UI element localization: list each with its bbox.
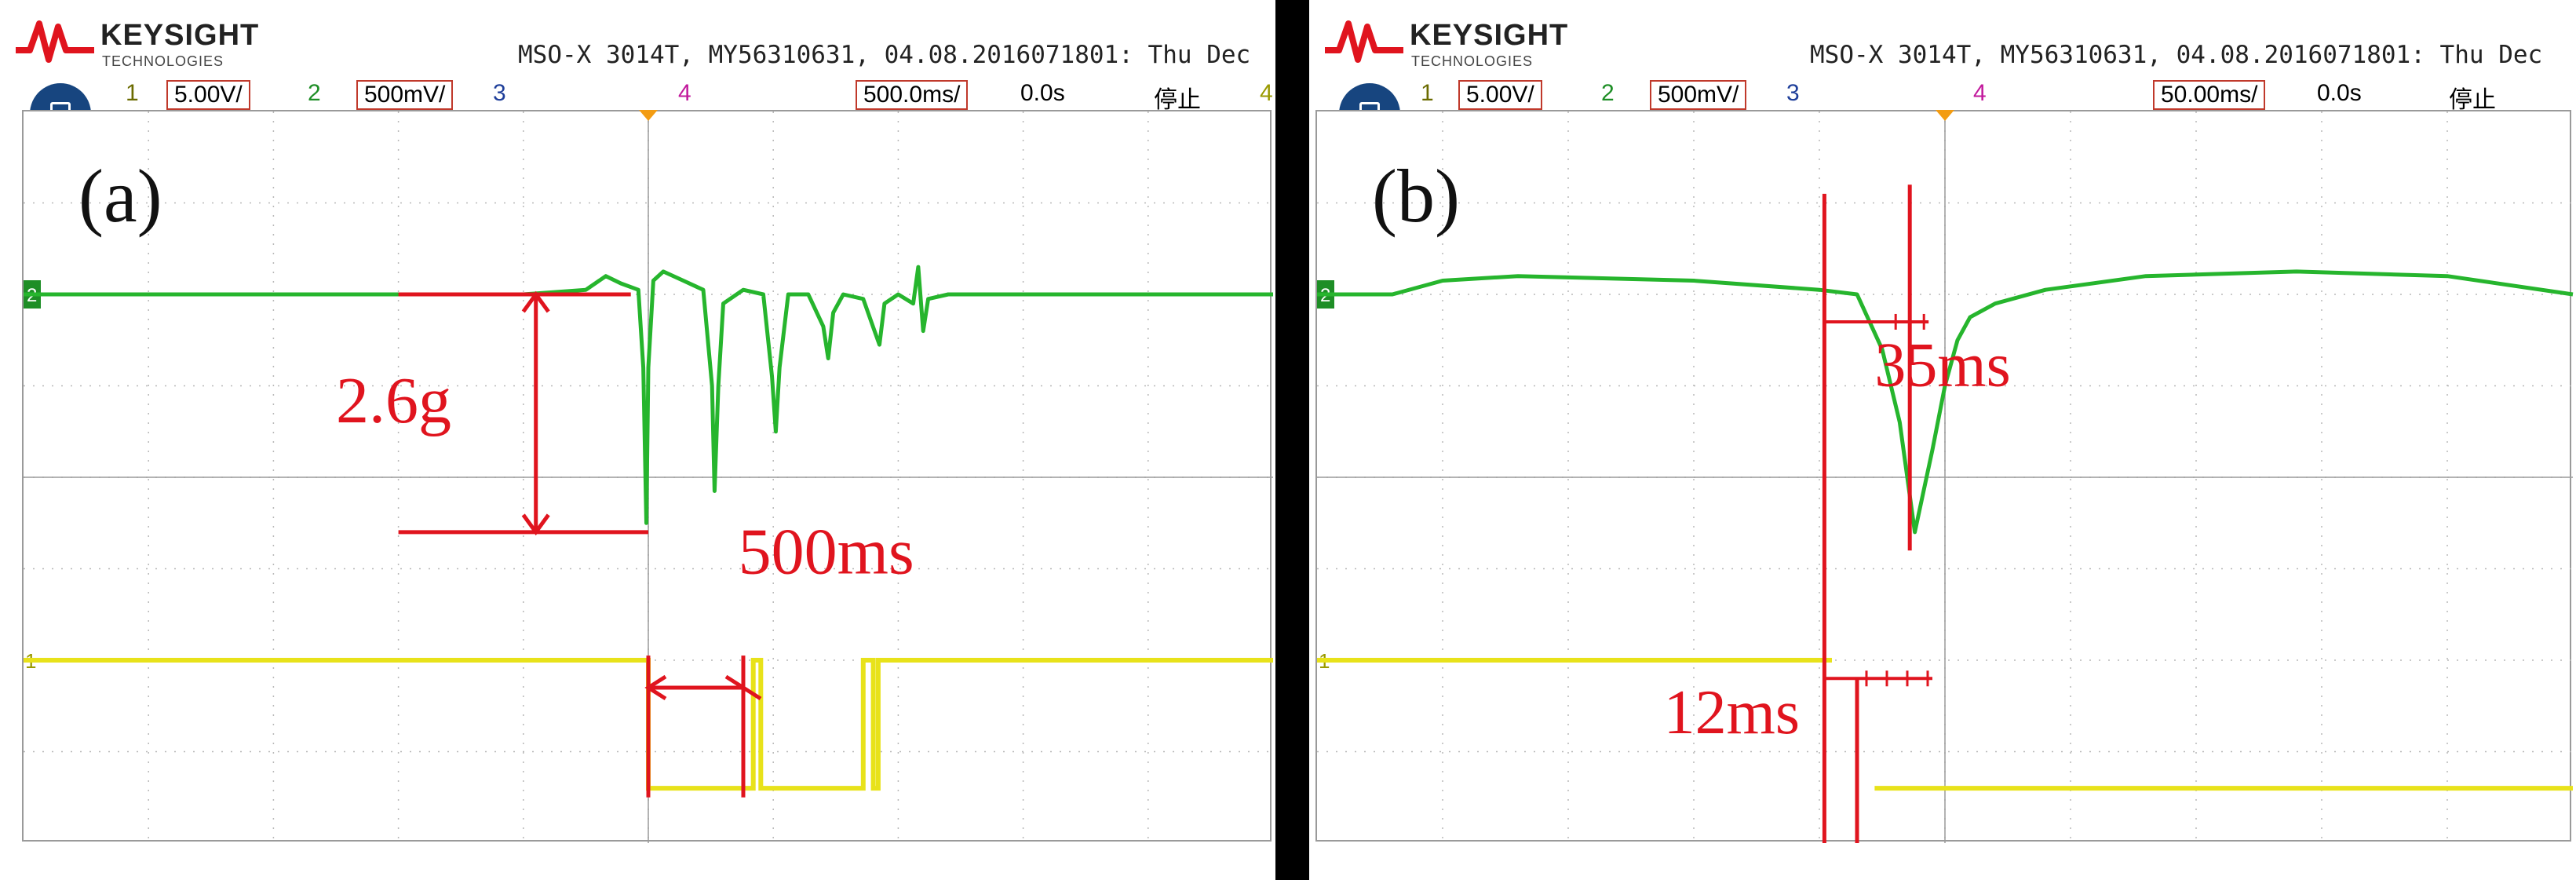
ch2-trace [24, 265, 1273, 525]
ch2-scale[interactable]: 500mV/ [1650, 80, 1747, 110]
delay-label: 12ms [1664, 678, 1800, 747]
brand-subtitle: TECHNOLOGIES [102, 53, 224, 69]
ch2-trace [1317, 269, 2574, 535]
ch1-trace [24, 658, 1273, 791]
ch4-number[interactable]: 4 [678, 80, 691, 106]
waveform-display-a: 2 1 (a) 2.6g 500ms [22, 110, 1273, 843]
keysight-logo: KEYSIGHT TECHNOLOGIES [1325, 14, 1592, 77]
ch1-number[interactable]: 1 [1421, 80, 1434, 106]
panel-label: (a) [78, 154, 162, 238]
scope-header: KEYSIGHT TECHNOLOGIES MSO-X 3014T, MY563… [0, 0, 1275, 110]
brand-name: KEYSIGHT [100, 19, 260, 52]
annotations: 35ms 12ms [1664, 184, 2011, 843]
ch1-scale[interactable]: 5.00V/ [1458, 80, 1542, 110]
device-info: MSO-X 3014T, MY56310631, 04.08.201607180… [518, 41, 1251, 69]
ch1-scale[interactable]: 5.00V/ [166, 80, 250, 110]
panel-label: (b) [1372, 154, 1460, 238]
waveform-display-b: 2 1 (b) 35ms 12ms [1315, 110, 2574, 843]
trigger-position-marker [1936, 110, 1954, 121]
pulse-width-label: 35ms [1874, 331, 2010, 400]
ch2-number[interactable]: 2 [308, 80, 321, 106]
amplitude-label: 2.6g [336, 364, 451, 437]
panel-b: KEYSIGHT TECHNOLOGIES MSO-X 3014T, MY563… [1309, 0, 2576, 880]
ch3-number[interactable]: 3 [1786, 80, 1800, 106]
timebase-scale[interactable]: 50.00ms/ [2153, 80, 2266, 110]
device-info: MSO-X 3014T, MY56310631, 04.08.201607180… [1810, 41, 2543, 69]
ch2-scale[interactable]: 500mV/ [356, 80, 454, 110]
brand-subtitle: TECHNOLOGIES [1411, 53, 1534, 69]
channel-status-row: 1 5.00V/ 2 500mV/ 3 4 500.0ms/ 0.0s 停止 4 [0, 75, 1275, 113]
ch4-number[interactable]: 4 [1973, 80, 1987, 106]
graticule [1317, 111, 2573, 843]
interval-arrow-head-right [724, 674, 762, 701]
amplitude-arrow-head-bottom [521, 513, 550, 536]
interval-label: 500ms [739, 515, 914, 588]
keysight-wave-icon [16, 20, 94, 63]
annotations: 2.6g 500ms [336, 290, 914, 798]
keysight-wave-icon [1325, 20, 1403, 63]
trigger-channel[interactable]: 4 [1260, 80, 1273, 106]
ch2-number[interactable]: 2 [1601, 80, 1615, 106]
timebase-scale[interactable]: 500.0ms/ [856, 80, 969, 110]
ch3-number[interactable]: 3 [493, 80, 506, 106]
trigger-position-marker [639, 110, 658, 121]
keysight-logo: KEYSIGHT TECHNOLOGIES [16, 14, 283, 77]
amplitude-arrow-head-top [521, 290, 550, 313]
interval-arrow-head-left [644, 674, 667, 701]
time-delay[interactable]: 0.0s [1020, 80, 1065, 106]
channel-status-row: 1 5.00V/ 2 500mV/ 3 4 50.00ms/ 0.0s 停止 [1309, 75, 2576, 113]
run-state[interactable]: 停止 [2449, 87, 2496, 113]
panel-divider [1275, 0, 1309, 880]
time-delay[interactable]: 0.0s [2317, 80, 2362, 106]
scope-header: KEYSIGHT TECHNOLOGIES MSO-X 3014T, MY563… [1309, 0, 2576, 110]
run-state[interactable]: 停止 [1154, 87, 1201, 113]
ch1-number[interactable]: 1 [126, 80, 139, 106]
panel-a: KEYSIGHT TECHNOLOGIES MSO-X 3014T, MY563… [0, 0, 1275, 880]
brand-name: KEYSIGHT [1410, 19, 1569, 52]
